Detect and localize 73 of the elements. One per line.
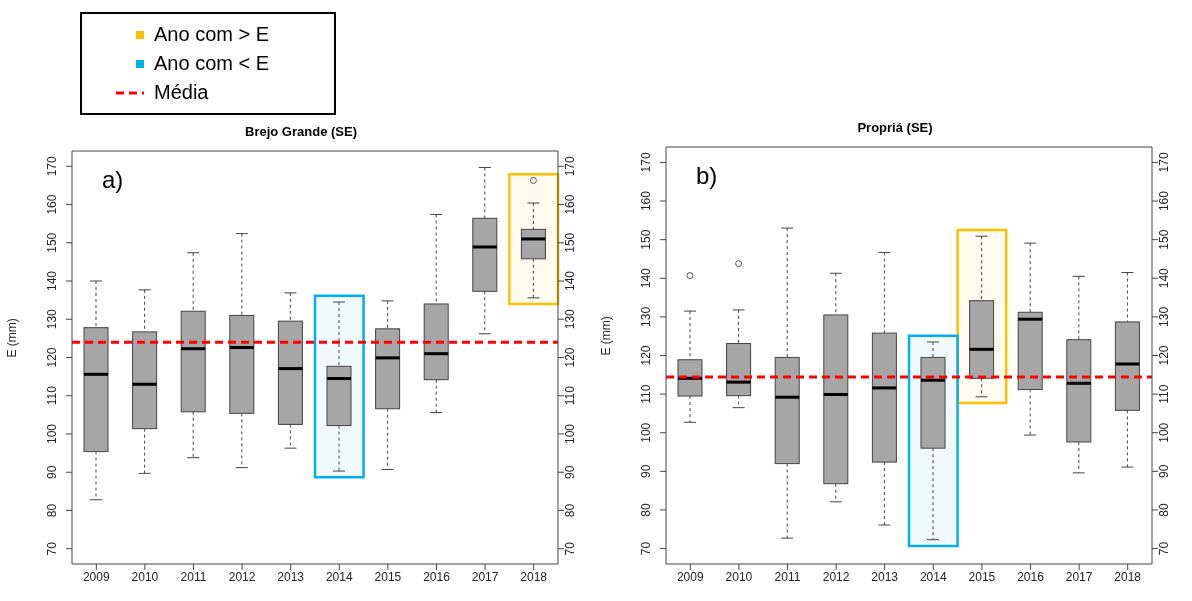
y-tick-label: 130 (45, 308, 59, 330)
y-tick-label: 140 (45, 270, 59, 292)
x-tick-label: 2018 (1114, 569, 1142, 584)
x-tick-label: 2012 (822, 569, 850, 584)
y-tick-label: 110 (45, 385, 59, 406)
x-tick-label: 2013 (871, 569, 899, 584)
x-tick-label: 2009 (82, 569, 110, 584)
x-tick-label: 2011 (180, 569, 207, 584)
x-tick-label: 2017 (1065, 569, 1093, 584)
y2-tick-label: 160 (1157, 190, 1171, 212)
y2-tick-label: 130 (1157, 306, 1171, 327)
x-tick-label: 2009 (676, 569, 704, 584)
legend-label: Ano com > E (154, 23, 270, 46)
x-tick-label: 2014 (325, 569, 353, 584)
y2-tick-label: 140 (563, 270, 577, 292)
y-tick-label: 150 (45, 232, 59, 253)
x-tick-label: 2010 (725, 569, 753, 584)
y-tick-label: 120 (45, 347, 59, 368)
y2-tick-label: 150 (1157, 229, 1171, 250)
y2-tick-label: 70 (563, 541, 577, 556)
x-tick-label: 2016 (1017, 569, 1045, 584)
y-tick-label: 120 (639, 345, 653, 366)
y2-tick-label: 90 (1157, 464, 1171, 479)
x-tick-label: 2018 (520, 569, 548, 584)
annotation: b) (696, 162, 718, 190)
chart-title: Brejo Grande (SE) (244, 124, 358, 139)
x-tick-label: 2016 (423, 569, 451, 584)
y2-tick-label: 170 (1157, 152, 1171, 173)
x-tick-label: 2011 (774, 569, 801, 584)
y2-tick-label: 160 (563, 194, 577, 215)
legend-label: Ano com < E (154, 52, 270, 75)
y2-tick-label: 110 (563, 385, 577, 406)
x-tick-label: 2014 (919, 569, 947, 584)
y2-tick-label: 100 (563, 423, 577, 444)
y-tick-label: 110 (639, 384, 653, 404)
y2-tick-label: 70 (1157, 541, 1171, 556)
y-tick-label: 130 (639, 306, 653, 327)
legend-label: Média (154, 81, 209, 104)
y2-tick-label: 110 (1157, 384, 1171, 404)
y-tick-label: 90 (639, 464, 653, 479)
y-tick-label: 170 (45, 155, 59, 177)
chart-title: Propriá (SE) (856, 120, 934, 135)
y2-tick-label: 140 (1157, 267, 1171, 289)
x-tick-label: 2015 (968, 569, 996, 584)
y-tick-label: 70 (639, 541, 653, 556)
y-axis-title: E (mm) (5, 318, 20, 358)
y-axis-title: E (mm) (599, 316, 614, 356)
y-tick-label: 100 (45, 423, 59, 444)
x-tick-label: 2017 (471, 569, 499, 584)
y-tick-label: 80 (639, 502, 653, 517)
y2-tick-label: 80 (1157, 502, 1171, 517)
y2-tick-label: 90 (563, 465, 577, 479)
y2-tick-label: 120 (563, 347, 577, 368)
y2-tick-label: 80 (563, 503, 577, 518)
y-tick-label: 170 (639, 152, 653, 173)
y2-tick-label: 150 (563, 232, 577, 253)
y2-tick-label: 170 (563, 155, 577, 177)
y-tick-label: 160 (45, 194, 59, 215)
y-tick-label: 150 (639, 229, 653, 250)
annotation: a) (102, 166, 124, 194)
y-tick-label: 100 (639, 422, 653, 443)
y2-tick-label: 120 (1157, 345, 1171, 366)
y-tick-label: 80 (45, 503, 59, 518)
y2-tick-label: 100 (1157, 422, 1171, 443)
x-tick-label: 2010 (131, 569, 159, 584)
y-tick-label: 140 (639, 267, 653, 289)
y2-tick-label: 130 (563, 308, 577, 330)
x-tick-label: 2015 (374, 569, 402, 584)
x-tick-label: 2013 (277, 569, 305, 584)
x-tick-label: 2012 (228, 569, 256, 584)
y-tick-label: 160 (639, 190, 653, 212)
y-tick-label: 90 (45, 465, 59, 479)
y-tick-label: 70 (45, 541, 59, 556)
